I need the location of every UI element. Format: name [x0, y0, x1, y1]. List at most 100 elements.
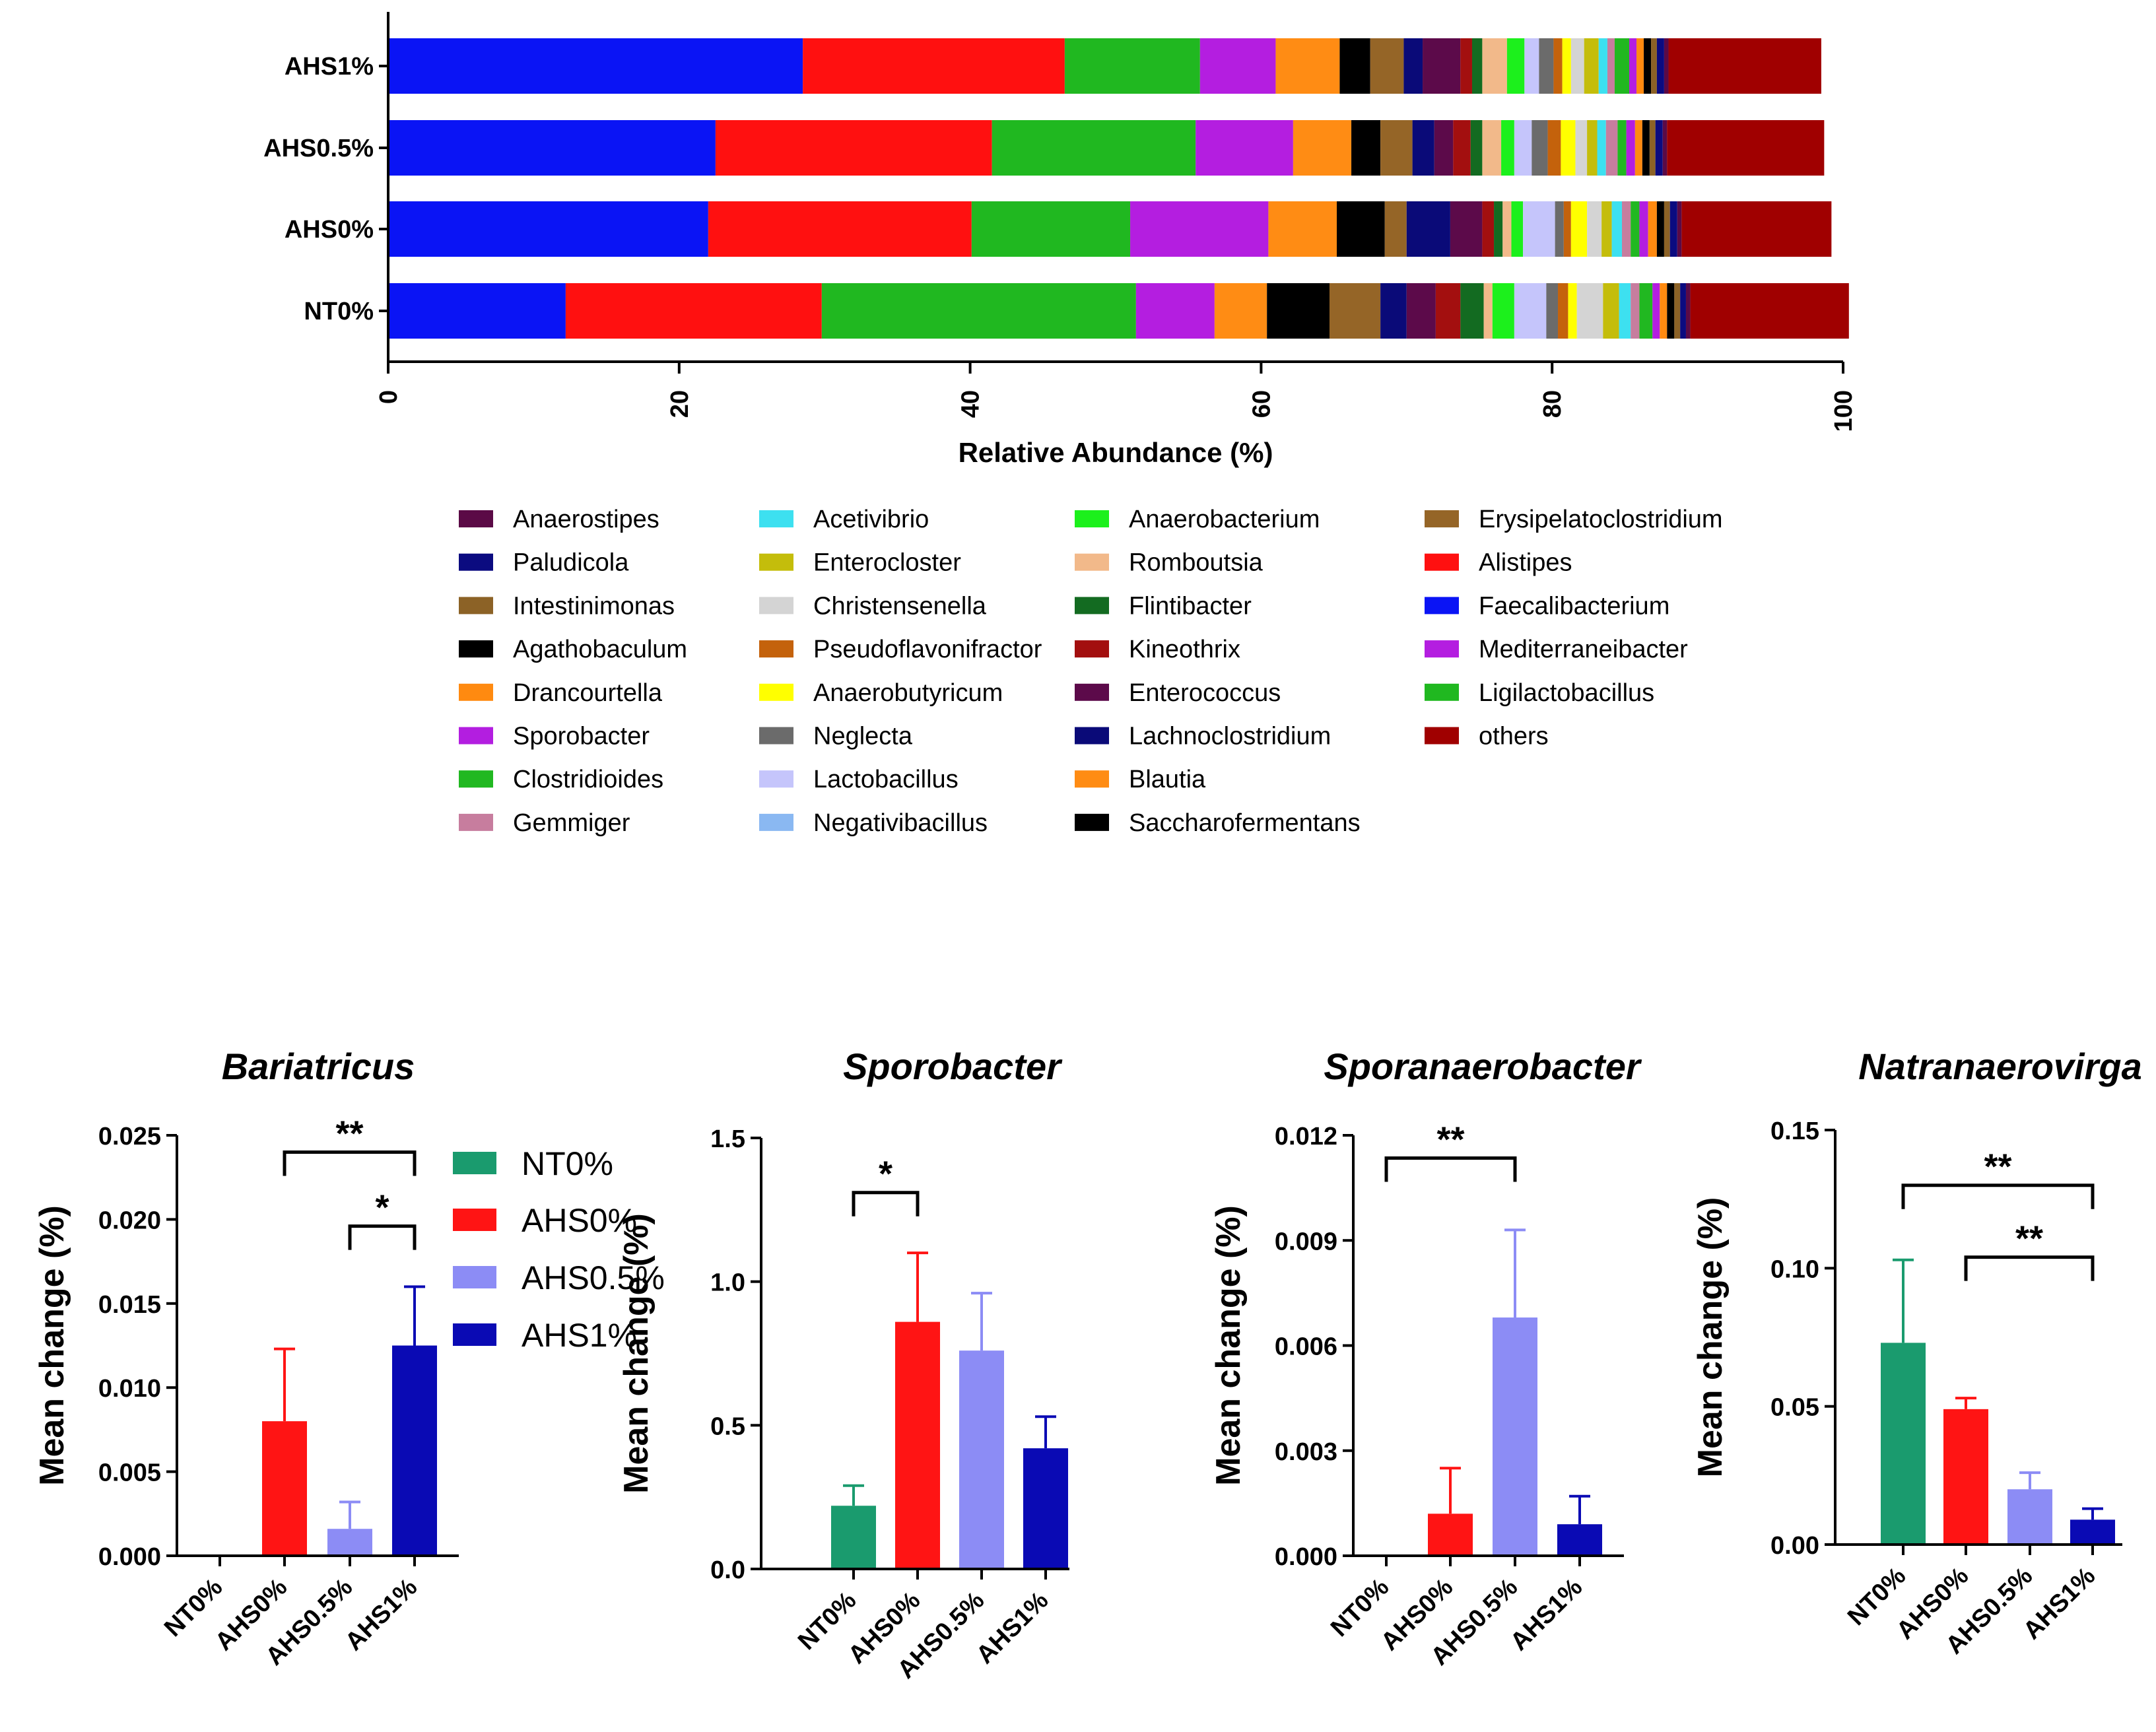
bar-segment-ahs0-lachnoclostridium	[1406, 201, 1450, 257]
legend-swatch-pseudoflavonifractor	[759, 640, 793, 658]
legend-label-mediterraneibacter: Mediterraneibacter	[1479, 636, 1688, 663]
bar-segment-nt0-anaerobacterium	[1492, 283, 1514, 339]
bar-ahs1	[1023, 1448, 1068, 1569]
legend-label-lactobacillus: Lactobacillus	[813, 766, 959, 793]
legend-swatch-anaerobutyricum	[759, 683, 793, 701]
significance-label: *	[879, 1154, 893, 1194]
bar-segment-ahs0-erysipelatoclostridium	[1384, 201, 1407, 257]
bar-segment-ahs1-lachnoclostridium	[1403, 38, 1423, 94]
bar-segment-ahs0-5-gemmiger	[1605, 120, 1618, 176]
legend-label-enterococcus: Enterococcus	[1129, 679, 1281, 707]
group-legend-label-nt0: NT0%	[522, 1145, 613, 1182]
bar-segment-nt0-ligilactobacillus	[821, 283, 1136, 339]
x-tick-label-100: 100	[1830, 390, 1858, 432]
y-tick-label: 0.00	[1770, 1532, 1819, 1560]
significance-label: **	[335, 1114, 363, 1153]
legend-swatch-enterococcus	[1075, 683, 1109, 701]
bar-segment-ahs0-drancourtella	[1648, 201, 1657, 257]
bar-segment-nt0-flintibacter	[1460, 283, 1484, 339]
bar-segment-ahs1-ligilactobacillus	[1064, 38, 1200, 94]
x-tick-label-20: 20	[666, 390, 694, 418]
bar-segment-ahs1-agathobaculum	[1644, 38, 1652, 94]
group-legend-label-ahs1: AHS1%	[522, 1317, 637, 1354]
legend-label-anaerostipes: Anaerostipes	[513, 506, 659, 533]
bar-segment-nt0-drancourtella	[1660, 283, 1668, 339]
legend-swatch-sporobacter	[459, 727, 493, 745]
y-tick-label-nt0: NT0%	[304, 298, 374, 325]
group-legend-swatch-ahs1	[453, 1323, 496, 1346]
group-legend-swatch-ahs0-5	[453, 1266, 496, 1288]
bar-segment-ahs0-5-anaerobacterium	[1501, 120, 1514, 176]
bar-segment-ahs0-5-saccharofermentans	[1351, 120, 1381, 176]
bar-segment-ahs0-pseudoflavonifractor	[1563, 201, 1571, 257]
legend-swatch-romboutsia	[1075, 553, 1109, 571]
bar-segment-ahs0-paludicola	[1669, 201, 1677, 257]
legend-swatch-lachnoclostridium	[1075, 727, 1109, 745]
bar-segment-ahs0-5-christensenella	[1575, 120, 1588, 176]
legend-label-faecalibacterium: Faecalibacterium	[1479, 592, 1669, 620]
legend-label-gemmiger: Gemmiger	[513, 809, 630, 837]
bar-segment-ahs0-christensenella	[1587, 201, 1602, 257]
legend-label-pseudoflavonifractor: Pseudoflavonifractor	[813, 636, 1042, 663]
bar-segment-ahs0-5-clostridioides	[1617, 120, 1627, 176]
group-legend: NT0% AHS0% AHS0.5% AHS1%	[453, 1145, 665, 1354]
bar-segment-ahs1-sporobacter	[1629, 38, 1637, 94]
y-tick-label: 0.015	[98, 1291, 161, 1319]
bar-segment-ahs0-mediterraneibacter	[1130, 201, 1269, 257]
legend-label-enterocloster: Enterocloster	[813, 549, 961, 577]
x-tick-label-ahs1: AHS1%	[1505, 1574, 1588, 1656]
legend-swatch-acetivibrio	[759, 510, 793, 527]
x-tick-label-ahs1: AHS1%	[340, 1574, 422, 1656]
bar-ahs0	[262, 1421, 307, 1556]
y-tick-label: 0.025	[98, 1123, 161, 1150]
x-tick-label-60: 60	[1248, 390, 1275, 418]
bar-segment-nt0-blautia	[1214, 283, 1267, 339]
bar-segment-ahs0-5-flintibacter	[1470, 120, 1483, 176]
legend-label-sporobacter: Sporobacter	[513, 723, 650, 750]
bar-segment-ahs1-intestinimonas	[1651, 38, 1657, 94]
group-legend-swatch-nt0	[453, 1152, 496, 1174]
bar-ahs1	[1557, 1524, 1602, 1556]
legend-label-kineothrix: Kineothrix	[1129, 636, 1240, 663]
y-axis-label: Mean change (%)	[1691, 1197, 1730, 1478]
legend-label-intestinimonas: Intestinimonas	[513, 592, 675, 620]
y-tick-label: 0.006	[1275, 1333, 1337, 1361]
bar-segment-ahs0-others	[1681, 201, 1832, 257]
y-tick-label: 0.010	[98, 1375, 161, 1403]
y-tick-label: 0.009	[1275, 1228, 1337, 1255]
y-tick-label-ahs0-5: AHS0.5%	[263, 135, 374, 162]
bar-segment-nt0-kineothrix	[1435, 283, 1461, 339]
bar-segment-nt0-erysipelatoclostridium	[1329, 283, 1381, 339]
bar-segment-nt0-alistipes	[565, 283, 822, 339]
bar-segment-ahs1-clostridioides	[1614, 38, 1630, 94]
bar-segment-nt0-anaerobutyricum	[1568, 283, 1577, 339]
bar-segment-ahs1-neglecta	[1539, 38, 1554, 94]
significance-label: **	[2015, 1219, 2043, 1259]
bar-ahs1	[392, 1345, 437, 1556]
legend-swatch-christensenella	[759, 597, 793, 615]
panel-title: Natranaerovirga	[1858, 1046, 2142, 1087]
x-tick-label-40: 40	[957, 390, 985, 418]
bar-segment-ahs1-kineothrix	[1460, 38, 1472, 94]
legend-swatch-others	[1425, 727, 1459, 745]
bar-segment-ahs0-5-enterococcus	[1434, 120, 1454, 176]
y-tick-label: 0.000	[98, 1543, 161, 1571]
legend-swatch-blautia	[1075, 770, 1109, 788]
bar-segment-ahs1-romboutsia	[1482, 38, 1507, 94]
bar-segment-ahs0-saccharofermentans	[1337, 201, 1385, 257]
bar-ahs0	[895, 1321, 940, 1569]
bar-segment-ahs1-flintibacter	[1471, 38, 1483, 94]
bar-segment-ahs1-acetivibrio	[1598, 38, 1607, 94]
legend-label-others: others	[1479, 723, 1549, 750]
y-tick-label: 0.0	[710, 1556, 745, 1584]
bar-segment-ahs1-gemmiger	[1607, 38, 1615, 94]
significance-bracket	[1964, 1255, 2095, 1281]
bar-nt0	[1881, 1343, 1926, 1545]
bar-segment-nt0-lachnoclostridium	[1380, 283, 1407, 339]
bar-segment-ahs0-clostridioides	[1631, 201, 1640, 257]
bar-segment-nt0-anaerostipes	[1685, 283, 1691, 339]
legend-label-neglecta: Neglecta	[813, 723, 913, 750]
